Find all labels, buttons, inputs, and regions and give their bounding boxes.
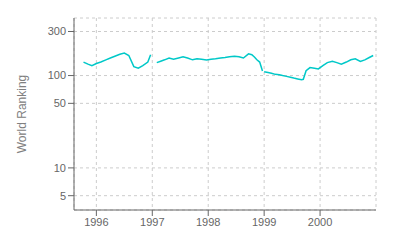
svg-text:1998: 1998 xyxy=(196,216,220,228)
svg-text:2000: 2000 xyxy=(308,216,332,228)
svg-text:1996: 1996 xyxy=(84,216,108,228)
svg-text:5: 5 xyxy=(60,190,66,202)
svg-text:300: 300 xyxy=(48,25,66,37)
svg-text:100: 100 xyxy=(48,69,66,81)
svg-text:World Ranking: World Ranking xyxy=(15,75,29,153)
svg-text:1999: 1999 xyxy=(252,216,276,228)
svg-text:1997: 1997 xyxy=(140,216,164,228)
svg-text:10: 10 xyxy=(54,162,66,174)
svg-text:50: 50 xyxy=(54,97,66,109)
